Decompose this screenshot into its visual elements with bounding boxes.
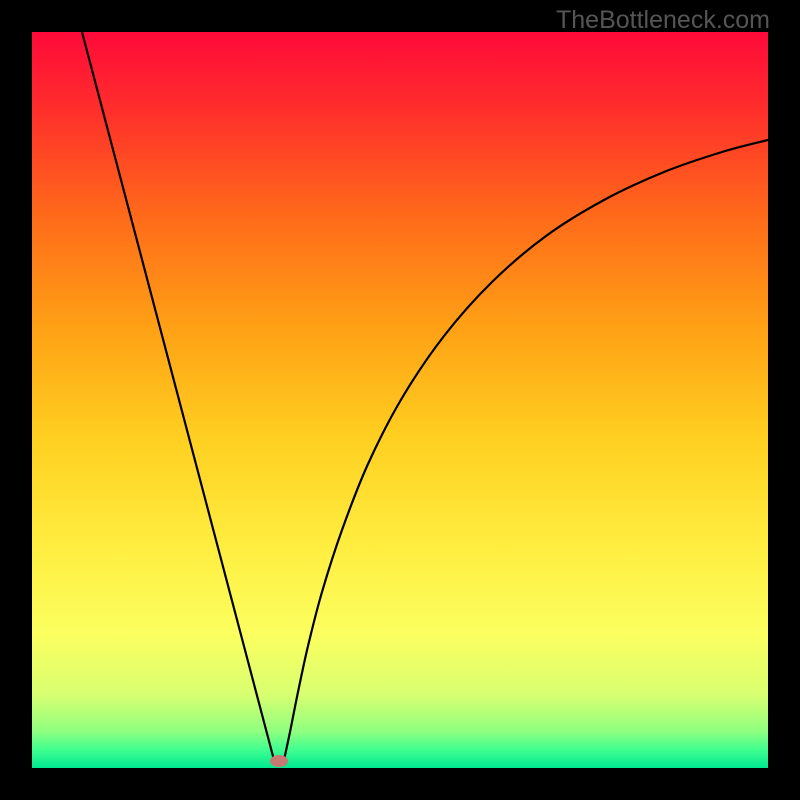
- v-curve: [32, 32, 768, 768]
- minimum-marker-dot: [270, 755, 288, 767]
- watermark-text: TheBottleneck.com: [556, 6, 770, 35]
- chart-container: TheBottleneck.com: [0, 0, 800, 800]
- plot-area: [32, 32, 768, 768]
